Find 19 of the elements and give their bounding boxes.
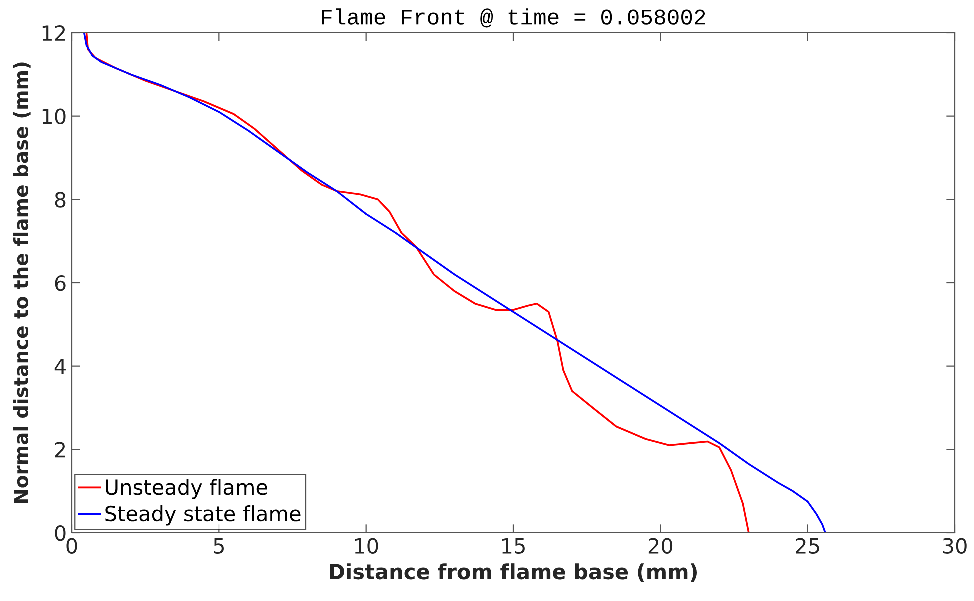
x-tick-label: 20 [648, 538, 673, 554]
legend-label: Steady state flame [106, 506, 301, 526]
x-tick-label: 30 [943, 538, 967, 554]
x-tick-label: 10 [355, 538, 378, 554]
y-tick-label: 6 [55, 275, 66, 292]
x-tick-label: 25 [796, 538, 820, 554]
x-tick-label: 0 [66, 538, 78, 554]
x-axis-title: Distance from flame base (mm) [330, 564, 698, 582]
y-axis-title: Normal distance to the flame base (mm) [13, 62, 31, 504]
y-tick-label: 4 [54, 359, 66, 374]
y-tick-label: 12 [42, 25, 66, 41]
y-tick-label: 2 [55, 442, 66, 458]
x-tick-label: 5 [214, 538, 224, 554]
chart-title: Flame Front @ time = 0.058002 [322, 8, 706, 28]
y-tick-label: 8 [55, 192, 66, 208]
y-tick-label: 0 [55, 525, 66, 542]
x-tick-label: 15 [502, 538, 525, 554]
y-tick-label: 10 [42, 108, 66, 125]
legend-label: Unsteady flame [106, 479, 268, 500]
